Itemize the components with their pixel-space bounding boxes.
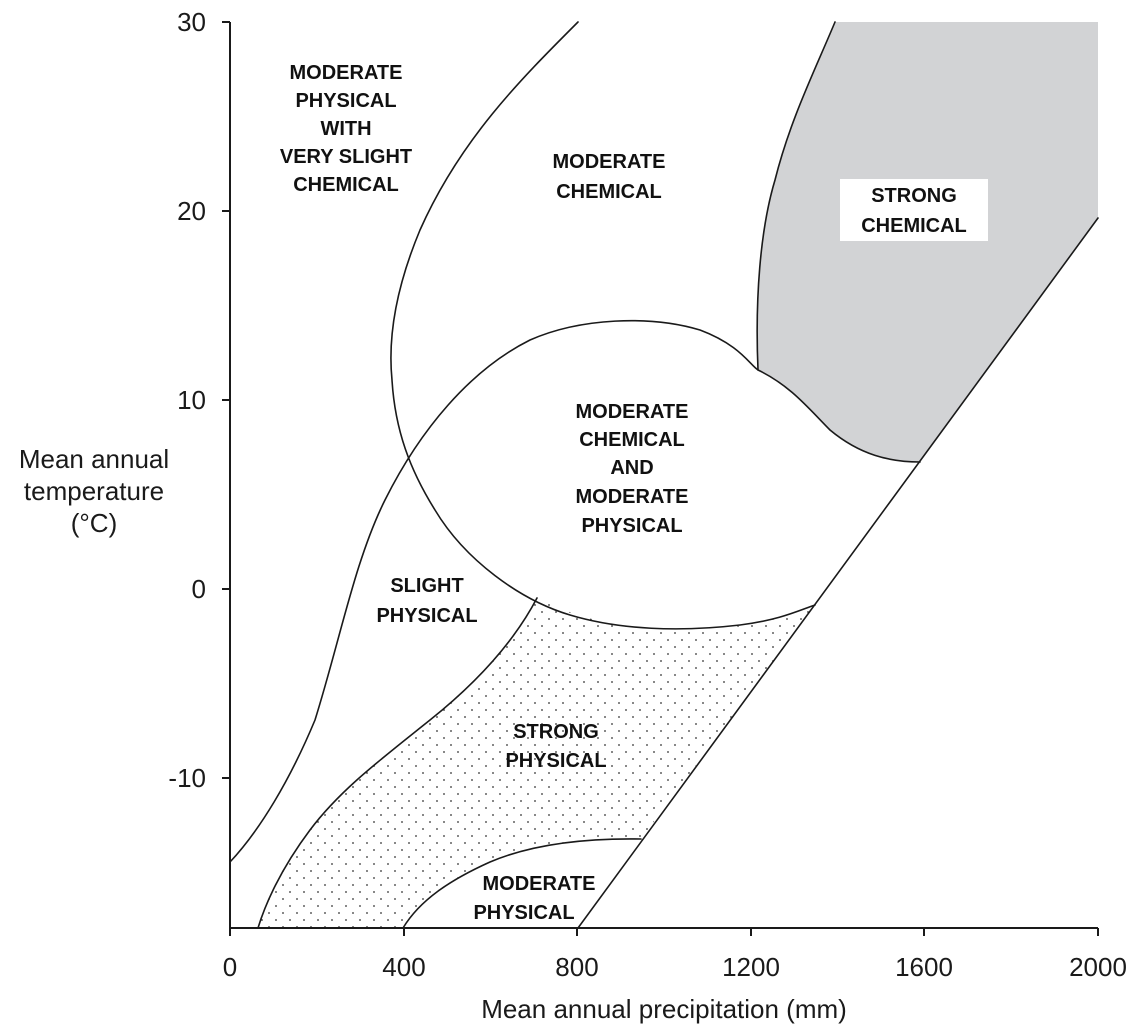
boundary-physical-chemical-divide <box>390 21 816 630</box>
region-label-line: STRONG <box>871 185 957 207</box>
y-tick-label: -10 <box>168 763 206 793</box>
strong-chemical-label-box <box>840 179 988 241</box>
region-label-line: MODERATE <box>576 401 689 423</box>
x-axis-title: Mean annual precipitation (mm) <box>481 994 847 1024</box>
y-axis-title-line: temperature <box>24 476 164 506</box>
x-tick-label: 800 <box>555 952 598 982</box>
region-label-line: MODERATE <box>290 62 403 84</box>
region-label-line: CHEMICAL <box>861 215 967 237</box>
region-label-line: CHEMICAL <box>579 429 685 451</box>
region-label-line: WITH <box>320 118 371 140</box>
boundary-slight-strong-physical <box>257 597 538 929</box>
x-tick-label: 1200 <box>722 952 780 982</box>
region-label-line: VERY SLIGHT <box>280 146 412 168</box>
label-moderate-physical: MODERATE PHYSICAL <box>473 873 595 924</box>
boundary-diagonal-limit <box>577 217 1099 929</box>
y-tick-label: 30 <box>177 7 206 37</box>
region-label-line: MODERATE <box>553 151 666 173</box>
region-label-line: MODERATE <box>576 486 689 508</box>
y-axis-title-line: (°C) <box>71 508 118 538</box>
strong-chemical-region <box>757 22 1098 462</box>
region-label-line: PHYSICAL <box>295 90 396 112</box>
strong-physical-region <box>258 598 815 928</box>
label-strong-physical: STRONG PHYSICAL <box>505 721 606 772</box>
boundary-strong-chemical-left <box>756 21 836 371</box>
y-tick-label: 10 <box>177 385 206 415</box>
region-label-line: CHEMICAL <box>293 174 399 196</box>
region-label-line: AND <box>610 457 653 479</box>
region-label-line: PHYSICAL <box>505 750 606 772</box>
y-axis-title-line: Mean annual <box>19 444 169 474</box>
x-tick-label: 1600 <box>895 952 953 982</box>
label-moderate-physical-very-slight-chemical: MODERATE PHYSICAL WITH VERY SLIGHT CHEMI… <box>280 62 412 196</box>
label-slight-physical: SLIGHT PHYSICAL <box>376 575 477 627</box>
label-moderate-chemical-and-physical: MODERATE CHEMICAL AND MODERATE PHYSICAL <box>576 401 689 537</box>
label-strong-chemical: STRONG CHEMICAL <box>861 185 967 237</box>
region-label-line: PHYSICAL <box>376 605 477 627</box>
x-tick-label: 400 <box>382 952 425 982</box>
boundary-moderate-physical-cap <box>402 838 642 929</box>
y-tick-label: 0 <box>192 574 206 604</box>
x-tick-label: 2000 <box>1069 952 1127 982</box>
region-label-line: PHYSICAL <box>581 515 682 537</box>
region-label-line: PHYSICAL <box>473 902 574 924</box>
y-tick-label: 20 <box>177 196 206 226</box>
x-tick-label: 0 <box>223 952 237 982</box>
region-label-line: SLIGHT <box>390 575 463 597</box>
region-label-line: STRONG <box>513 721 599 743</box>
region-label-line: CHEMICAL <box>556 181 662 203</box>
boundary-moderate-chemical-loop <box>229 319 921 863</box>
label-moderate-chemical: MODERATE CHEMICAL <box>553 151 666 203</box>
region-label-line: MODERATE <box>483 873 596 895</box>
